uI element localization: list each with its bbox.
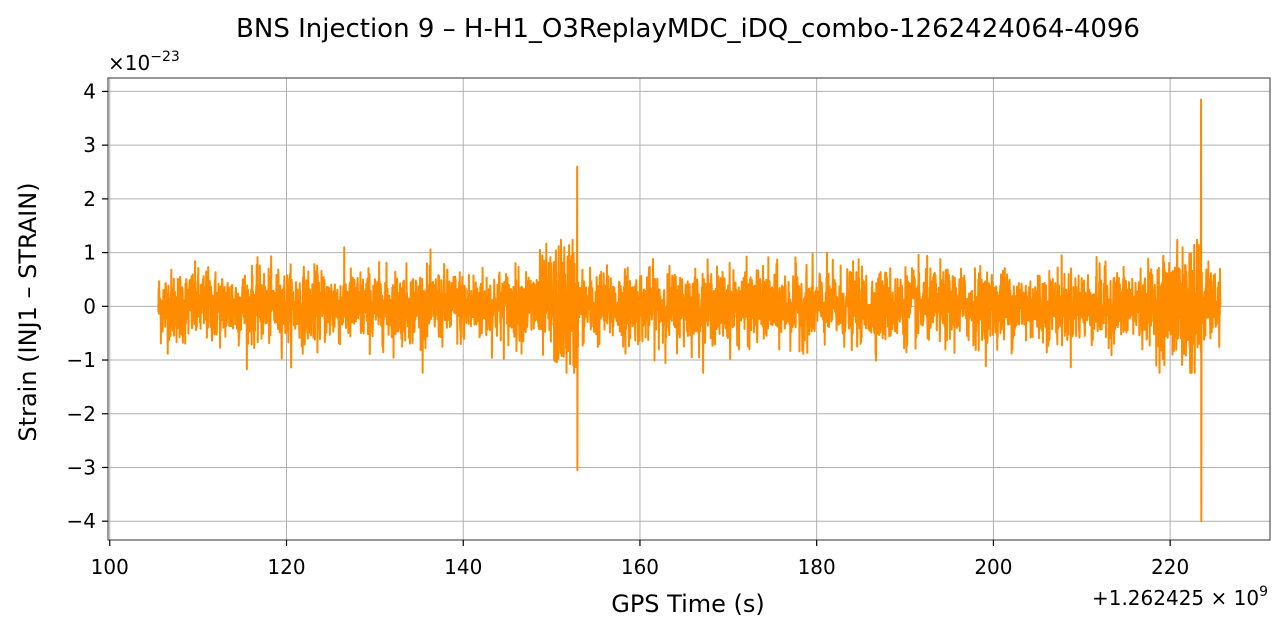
y-tick-label: 2 — [83, 187, 96, 211]
strain-series-line — [157, 98, 1222, 523]
y-tick-label: 1 — [83, 241, 96, 265]
x-tick-label: 180 — [798, 555, 836, 579]
x-tick-label: 100 — [91, 555, 129, 579]
x-axis: 100 120 140 160 180 200 220 — [91, 540, 1189, 579]
x-tick-label: 220 — [1151, 555, 1189, 579]
y-axis: −4 −3 −2 −1 0 1 2 3 4 — [67, 79, 108, 533]
y-scale-base: ×10 — [108, 51, 150, 75]
y-tick-label: 3 — [83, 133, 96, 157]
y-tick-label: −2 — [67, 402, 96, 426]
x-tick-label: 120 — [267, 555, 305, 579]
x-axis-label: GPS Time (s) — [611, 590, 765, 618]
x-tick-label: 200 — [974, 555, 1012, 579]
x-offset-base: +1.262425 × 10 — [1092, 586, 1259, 610]
x-tick-label: 160 — [621, 555, 659, 579]
y-tick-label: −1 — [67, 348, 96, 372]
x-tick-label: 140 — [444, 555, 482, 579]
y-tick-label: 4 — [83, 79, 96, 103]
y-scale-label: ×10−23 — [108, 49, 180, 75]
plot-frame — [107, 77, 1271, 541]
y-tick-label: −3 — [67, 455, 96, 479]
y-tick-label: −4 — [67, 509, 96, 533]
series-area — [157, 98, 1222, 523]
y-axis-label: Strain (INJ1 – STRAIN) — [14, 182, 42, 441]
y-scale-exponent: −23 — [150, 49, 180, 65]
x-offset-exponent: 9 — [1259, 584, 1268, 600]
chart-title: BNS Injection 9 – H-H1_O3ReplayMDC_iDQ_c… — [236, 14, 1140, 44]
x-offset-label: +1.262425 × 109 — [1092, 584, 1268, 610]
y-tick-label: 0 — [83, 294, 96, 318]
